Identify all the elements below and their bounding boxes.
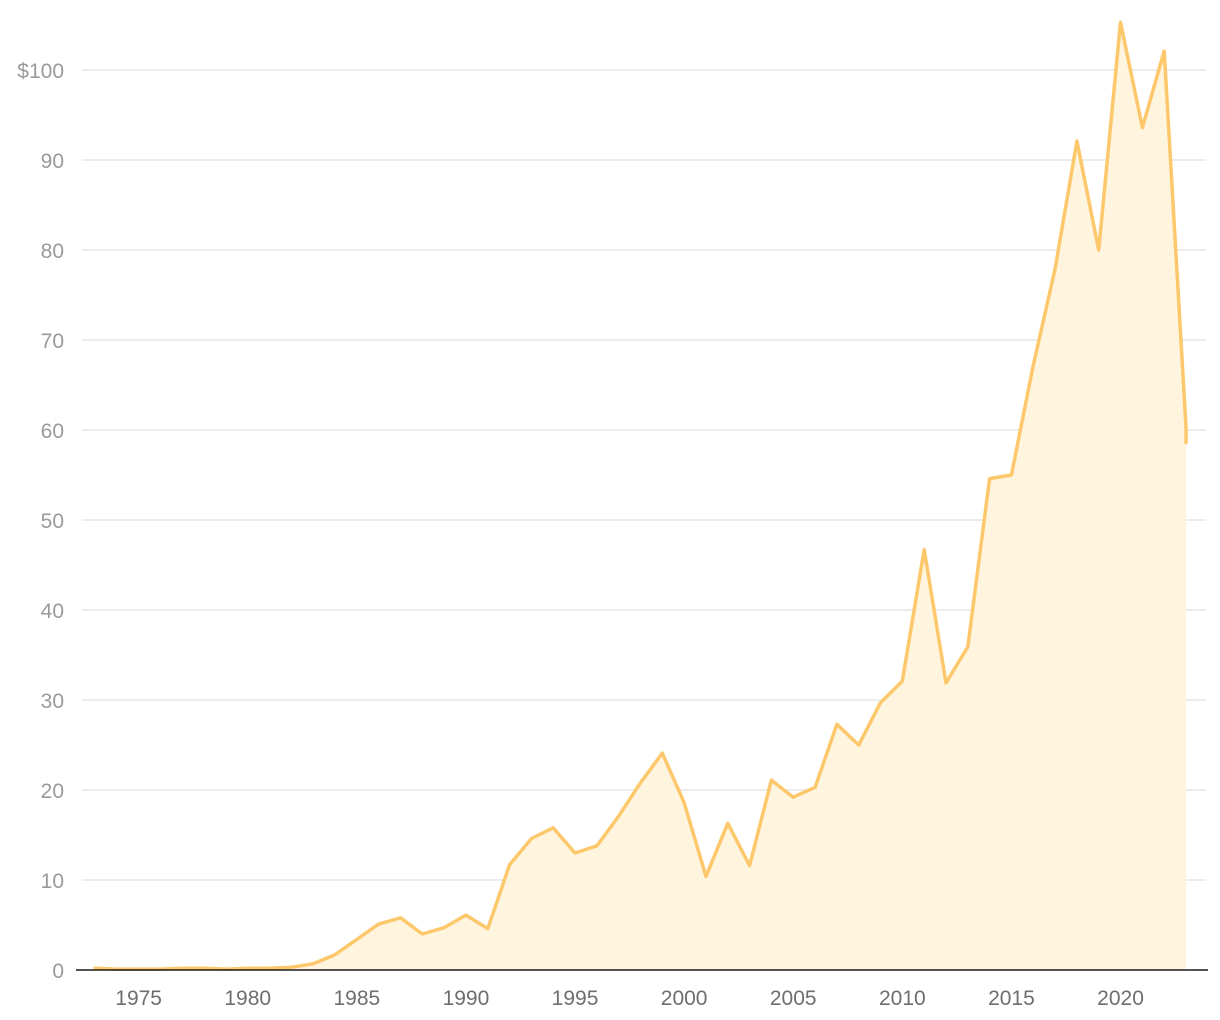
y-axis: 0 10 20 30 40 50 60 70 80 90 $100 — [17, 60, 64, 983]
x-tick-label: 1990 — [443, 987, 490, 1010]
y-tick-label: 50 — [41, 510, 64, 533]
series-line — [93, 20, 1188, 971]
x-tick-label: 1985 — [333, 987, 380, 1010]
x-tick-label: 1980 — [224, 987, 271, 1010]
y-tick-label: 10 — [41, 870, 64, 893]
x-tick-label: 2000 — [661, 987, 708, 1010]
y-tick-label: 70 — [41, 330, 64, 353]
x-tick-label: 2005 — [770, 987, 817, 1010]
y-tick-label: $100 — [17, 60, 64, 83]
x-axis: 1975 1980 1985 1990 1995 2000 2005 2010 2015 2020 — [76, 969, 1208, 1010]
y-tick-label: 0 — [52, 960, 64, 983]
x-tick-label: 1975 — [115, 987, 162, 1010]
plot-area — [93, 20, 1188, 971]
y-tick-label: 60 — [41, 420, 64, 443]
gridlines — [82, 69, 1206, 881]
y-tick-label: 20 — [41, 780, 64, 803]
x-tick-label: 2020 — [1097, 987, 1144, 1010]
y-tick-label: 80 — [41, 240, 64, 263]
y-tick-label: 40 — [41, 600, 64, 623]
x-tick-label: 1995 — [552, 987, 599, 1010]
y-tick-label: 90 — [41, 150, 64, 173]
x-tick-label: 2010 — [879, 987, 926, 1010]
y-tick-label: 30 — [41, 690, 64, 713]
x-tick-label: 2015 — [988, 987, 1035, 1010]
series-area — [95, 22, 1186, 971]
